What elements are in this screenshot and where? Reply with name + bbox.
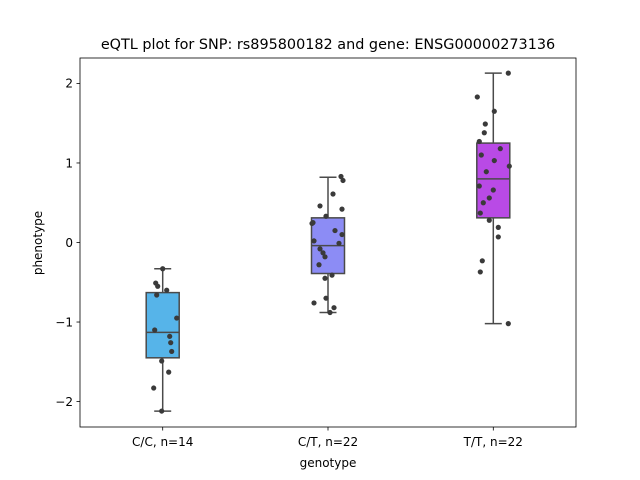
data-point (340, 177, 346, 184)
data-point (164, 287, 170, 293)
data-point (483, 169, 489, 175)
data-point (317, 246, 323, 252)
data-point (311, 300, 317, 306)
data-point (486, 195, 492, 201)
data-point (166, 369, 172, 375)
data-point (506, 163, 512, 169)
data-point (474, 94, 480, 100)
data-point (476, 183, 482, 189)
data-point (159, 358, 165, 364)
data-point (479, 258, 485, 264)
y-tick-label: 2 (65, 77, 73, 91)
box-group-2 (309, 173, 346, 316)
y-tick-label: 1 (65, 156, 73, 170)
data-point (478, 152, 484, 158)
data-point (327, 309, 333, 316)
data-point (155, 283, 161, 289)
data-point (495, 224, 501, 230)
data-point (339, 231, 345, 238)
data-point (332, 227, 338, 234)
data-point (323, 295, 329, 301)
data-point (476, 138, 482, 145)
data-point (152, 327, 158, 333)
data-point (330, 191, 336, 197)
data-point (481, 130, 487, 136)
data-point (482, 121, 488, 127)
data-point (505, 70, 511, 76)
x-tick-label: C/T, n=22 (298, 435, 358, 449)
box-group-3 (474, 70, 512, 327)
data-point (316, 262, 322, 268)
iqr-box (145, 291, 180, 359)
x-axis-label: genotype (300, 456, 357, 470)
data-point (320, 250, 326, 256)
data-point (490, 187, 496, 193)
data-point (174, 315, 180, 321)
data-point (491, 157, 497, 164)
data-point (331, 305, 337, 311)
data-point (159, 408, 165, 414)
y-tick-label: −1 (55, 315, 73, 329)
box-group-1 (145, 266, 180, 414)
y-tick-label: 0 (65, 236, 73, 250)
data-point (480, 200, 486, 206)
data-point (495, 234, 501, 240)
data-point (309, 220, 315, 227)
data-point (491, 108, 497, 114)
data-point (151, 385, 157, 391)
data-point (505, 321, 511, 327)
data-point (168, 340, 174, 346)
data-point (317, 203, 323, 209)
data-point (477, 210, 483, 216)
data-point (167, 333, 173, 339)
data-point (323, 213, 329, 219)
data-point (322, 275, 328, 281)
data-point (322, 254, 328, 260)
data-point (160, 266, 166, 272)
data-point (336, 240, 342, 246)
data-point (339, 206, 345, 212)
data-point (154, 292, 160, 298)
data-point (477, 269, 483, 275)
data-point (169, 348, 175, 355)
data-point (311, 238, 317, 244)
x-tick-label: T/T, n=22 (463, 435, 523, 449)
data-point (497, 146, 503, 152)
data-point (329, 272, 335, 278)
data-point (486, 217, 492, 223)
y-tick-label: −2 (55, 395, 73, 409)
data-point (338, 173, 344, 180)
y-axis-label: phenotype (31, 211, 45, 275)
chart-title: eQTL plot for SNP: rs895800182 and gene:… (101, 37, 555, 53)
x-tick-label: C/C, n=14 (132, 435, 193, 449)
